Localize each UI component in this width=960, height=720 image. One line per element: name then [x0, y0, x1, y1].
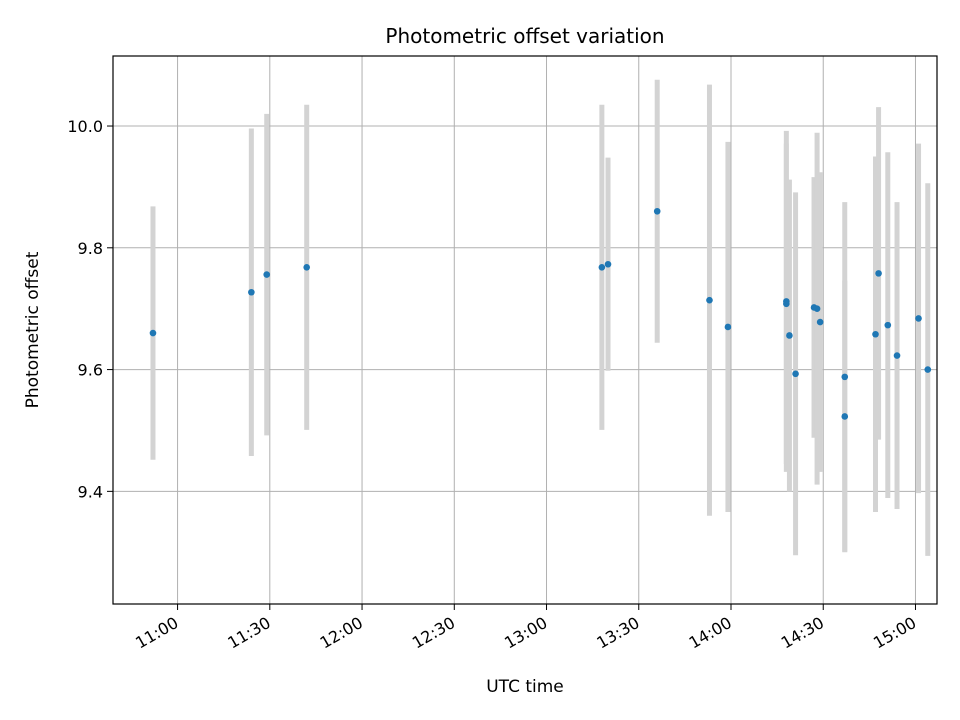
- data-point: [915, 315, 922, 322]
- data-point: [884, 321, 892, 329]
- data-point: [841, 373, 849, 381]
- data-point: [653, 207, 661, 215]
- data-point: [792, 370, 799, 378]
- y-axis: 9.4 9.6 9.8 10.0: [67, 117, 113, 501]
- data-point: [149, 329, 157, 337]
- y-tick-label: 9.6: [78, 361, 103, 380]
- data-point: [841, 413, 849, 420]
- data-point: [604, 260, 612, 268]
- data-point: [924, 366, 932, 373]
- data-point: [786, 332, 793, 339]
- plot-frame: [112, 55, 938, 605]
- data-point: [875, 270, 882, 277]
- y-tick-label: 9.8: [78, 239, 103, 258]
- data-point: [872, 330, 879, 338]
- data-point: [724, 323, 732, 331]
- data-points: [149, 207, 932, 420]
- data-point: [816, 318, 824, 326]
- y-axis-label: Photometric offset: [23, 251, 43, 408]
- data-point: [263, 271, 271, 278]
- data-point: [813, 305, 821, 312]
- data-point: [598, 263, 606, 271]
- y-tick-label: 9.4: [78, 482, 103, 501]
- data-point: [303, 263, 311, 271]
- x-axis-label: UTC time: [486, 677, 564, 697]
- data-point: [248, 288, 255, 296]
- grid: [113, 56, 937, 604]
- data-point: [706, 296, 713, 304]
- data-point: [893, 352, 901, 359]
- chart-title: Photometric offset variation: [385, 24, 664, 48]
- y-tick-label: 10.0: [67, 117, 103, 136]
- data-point: [783, 300, 790, 308]
